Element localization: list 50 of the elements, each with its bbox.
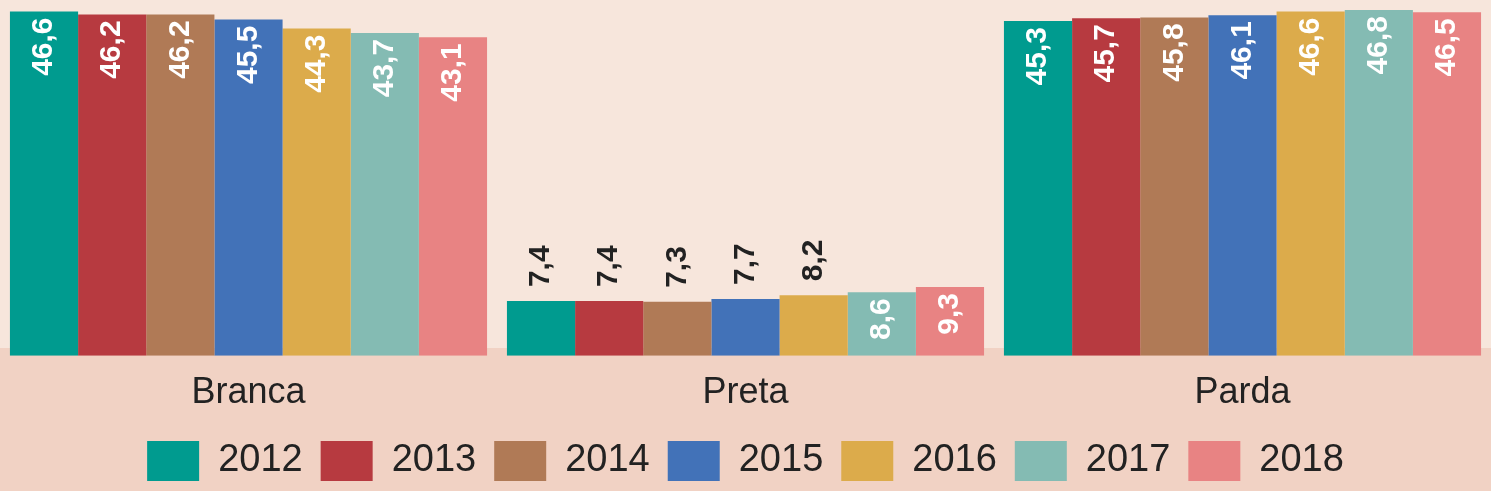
bar <box>1003 21 1073 356</box>
data-label: 7,4 <box>590 245 624 288</box>
bar <box>711 298 780 356</box>
legend-label: 2015 <box>738 437 824 480</box>
legend-label: 2017 <box>1085 437 1171 480</box>
bar <box>282 28 351 356</box>
bar <box>575 301 644 356</box>
bar <box>1208 15 1277 356</box>
data-label: 7,7 <box>726 243 760 285</box>
x-tick-label: Preta <box>702 370 790 412</box>
data-label: 8,2 <box>794 239 828 282</box>
legend-label: 2012 <box>218 437 303 480</box>
legend-label: 2018 <box>1259 437 1344 480</box>
data-label: 43,1 <box>434 43 468 102</box>
bar <box>506 301 576 356</box>
data-label: 46,6 <box>1291 17 1325 76</box>
data-label: 46,2 <box>93 20 127 79</box>
legend-label: 2014 <box>565 437 650 480</box>
data-label: 46,6 <box>25 17 59 76</box>
legend-label: 2013 <box>391 437 477 480</box>
bar <box>1412 12 1482 356</box>
legend-label: 2016 <box>912 437 997 480</box>
data-label: 9,3 <box>931 293 965 335</box>
bar <box>78 14 147 356</box>
bar <box>1140 17 1209 356</box>
bar <box>643 301 712 356</box>
bar <box>1276 11 1345 356</box>
data-label: 8,6 <box>863 298 897 340</box>
data-label: 46,5 <box>1428 18 1462 77</box>
bar <box>350 32 419 356</box>
bar <box>1344 10 1413 356</box>
data-label: 46,8 <box>1360 16 1394 75</box>
data-label: 46,1 <box>1223 21 1257 80</box>
data-label: 45,3 <box>1019 27 1053 86</box>
data-label: 45,8 <box>1155 23 1189 82</box>
bar <box>214 19 283 356</box>
data-label: 43,7 <box>366 38 400 98</box>
bar <box>1072 18 1141 356</box>
data-label: 7,3 <box>658 246 692 288</box>
bar <box>9 11 79 356</box>
bar <box>418 37 488 356</box>
data-label: 44,3 <box>297 34 331 93</box>
data-label: 45,7 <box>1087 24 1121 83</box>
data-label: 7,4 <box>522 245 556 288</box>
x-tick-label: Branca <box>191 370 307 412</box>
bar <box>779 295 848 356</box>
data-label: 45,5 <box>229 25 263 84</box>
bar <box>146 14 215 356</box>
x-tick-label: Parda <box>1194 370 1292 412</box>
data-label: 46,2 <box>161 20 195 79</box>
